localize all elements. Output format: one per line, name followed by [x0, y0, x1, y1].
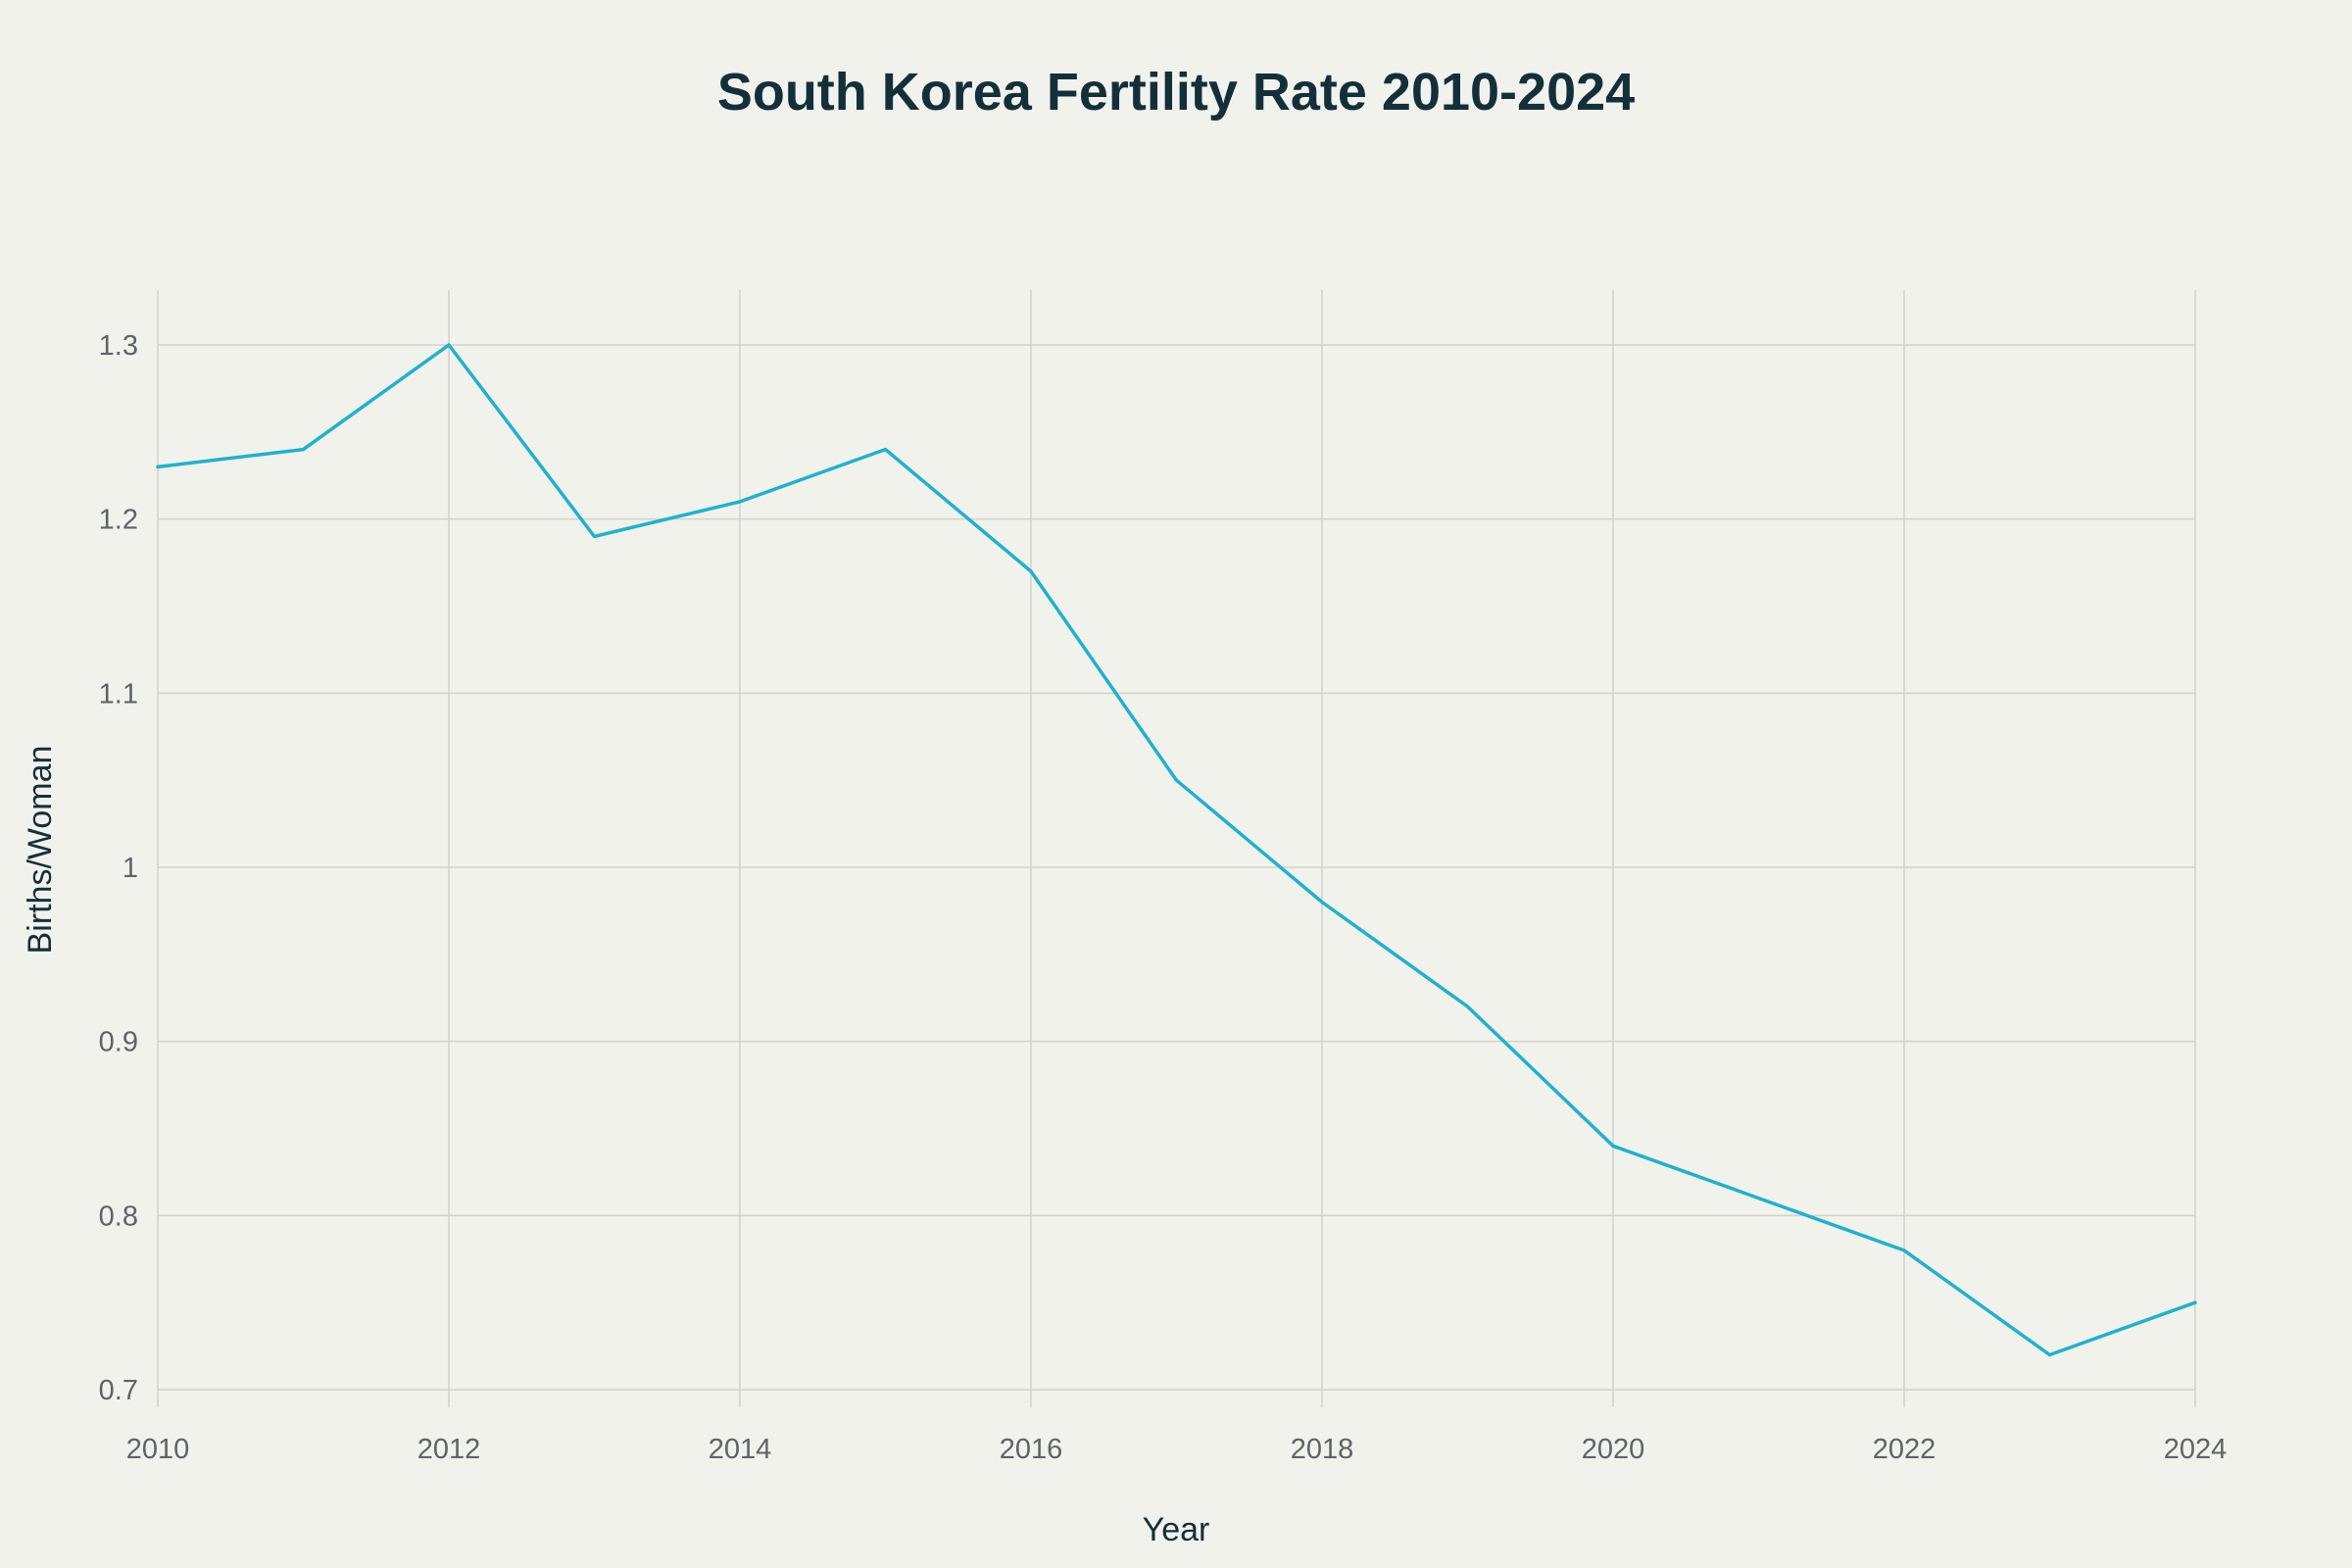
chart-title: South Korea Fertility Rate 2010-2024 [717, 63, 1635, 122]
x-tick-label: 2014 [709, 1434, 772, 1465]
y-tick-label: 1.1 [99, 678, 138, 710]
x-tick-label: 2018 [1291, 1434, 1354, 1465]
y-tick-label: 1.2 [99, 505, 138, 536]
series-lines [156, 343, 2197, 1357]
horizontal-gridlines [158, 344, 2195, 1391]
x-axis-title: Year [1143, 1511, 1210, 1548]
y-tick-label: 0.7 [99, 1375, 138, 1406]
series-line [156, 343, 2197, 1357]
y-axis-title: Births/Woman [22, 746, 59, 955]
x-tick-label: 2024 [2164, 1434, 2228, 1465]
x-tick-label: 2012 [417, 1434, 481, 1465]
y-tick-label: 0.9 [99, 1027, 138, 1058]
y-tick-label: 1.3 [99, 330, 138, 362]
y-tick-label: 0.8 [99, 1200, 138, 1232]
x-tick-label: 2020 [1582, 1434, 1645, 1465]
y-axis-ticks: 0.7 0.8 0.9 1 1.1 1.2 1.3 [99, 330, 138, 1406]
y-tick-label: 1 [122, 853, 138, 884]
vertical-gridlines [157, 290, 2196, 1407]
x-tick-label: 2010 [126, 1434, 190, 1465]
x-tick-label: 2022 [1873, 1434, 1936, 1465]
x-axis-ticks: 2010 2012 2014 2016 2018 2020 2022 2024 [126, 1434, 2228, 1465]
x-tick-label: 2016 [1000, 1434, 1063, 1465]
